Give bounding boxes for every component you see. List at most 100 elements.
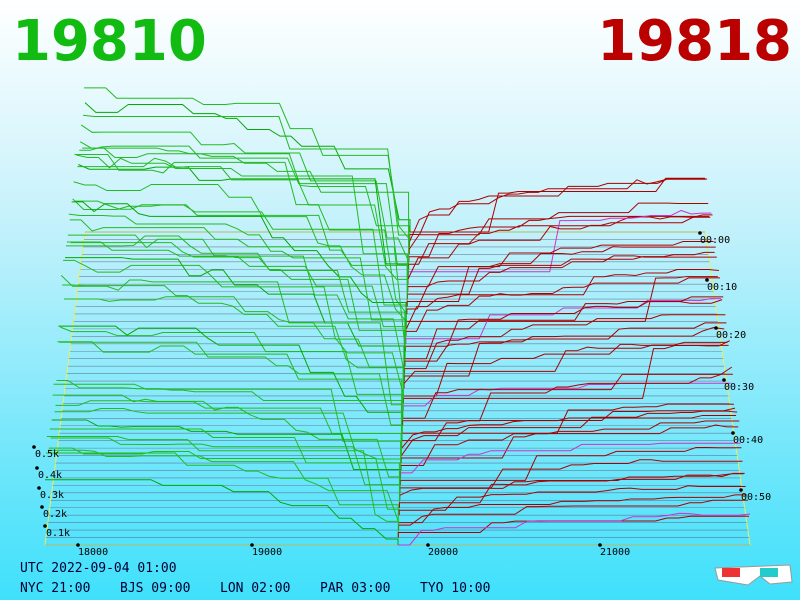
depth-lines <box>45 87 751 546</box>
bid-depth <box>64 296 405 397</box>
bid-depth <box>66 241 406 374</box>
price-label: 20000 <box>428 547 458 558</box>
bid-depth <box>80 124 410 263</box>
bid-depth <box>60 274 404 419</box>
ask-depth <box>402 373 733 426</box>
ask-depth <box>400 442 741 478</box>
ask-depth <box>404 314 726 374</box>
price-tick <box>76 543 80 547</box>
time-tick <box>698 231 702 235</box>
time-label: 00:40 <box>733 435 763 446</box>
time-label: 00:30 <box>724 382 754 393</box>
time-label: 00:10 <box>707 282 737 293</box>
bid-depth <box>82 147 410 255</box>
time-tick <box>731 431 735 435</box>
bid-depth <box>78 164 409 285</box>
depth-label: 0.2k <box>43 509 67 520</box>
price-tick <box>426 543 430 547</box>
ask-depth <box>399 447 742 486</box>
time-tick <box>722 378 726 382</box>
glasses-icon <box>714 564 793 586</box>
bid-depth <box>83 114 410 247</box>
ask-depth <box>400 424 739 464</box>
bid-depth <box>65 235 405 382</box>
city-time: NYC 21:00 <box>20 581 90 596</box>
depth-label: 0.3k <box>40 490 64 501</box>
bid-depth <box>76 154 408 300</box>
city-time: LON 02:00 <box>220 581 290 596</box>
bid-depth <box>57 341 403 449</box>
time-label: 00:20 <box>716 330 746 341</box>
price-tick <box>598 543 602 547</box>
city-time: TYO 10:00 <box>420 581 490 596</box>
ask-depth <box>409 178 707 240</box>
ask-depth <box>404 327 725 367</box>
bid-depth <box>58 325 403 441</box>
axis-labels: 18000 19000 20000 21000 00:00 00:10 00:20 00:30… <box>32 231 771 558</box>
price-tick <box>250 543 254 547</box>
ask-depth <box>401 410 738 456</box>
depth-tick <box>35 466 39 470</box>
bid-depth <box>51 419 401 493</box>
ask-depth <box>405 269 719 330</box>
time-tick <box>705 278 709 282</box>
bid-depth <box>84 87 411 240</box>
depth-tick <box>43 524 47 528</box>
bid-depth <box>46 436 400 531</box>
utc-time: UTC 2022-09-04 01:00 <box>20 561 177 576</box>
time-tick <box>739 488 743 492</box>
bid-depth <box>62 284 404 411</box>
ask-depth <box>405 296 724 360</box>
ask-depth <box>398 485 746 516</box>
ask-depth <box>402 366 733 419</box>
bid-depth <box>63 259 404 404</box>
ask-price: 19818 <box>597 9 792 74</box>
ask-depth <box>403 322 727 382</box>
ask-depth <box>408 178 708 247</box>
depth-tick <box>32 445 36 449</box>
bid-depth <box>69 219 406 352</box>
bid-depth <box>59 341 403 434</box>
depth-label: 0.5k <box>35 449 59 460</box>
depth-tick <box>37 486 41 490</box>
price-label: 21000 <box>600 547 630 558</box>
bid-price: 19810 <box>12 9 207 74</box>
ask-depth <box>405 277 720 337</box>
ask-depth <box>407 241 714 292</box>
bid-depth <box>52 394 401 486</box>
price-label: 18000 <box>78 547 108 558</box>
depth-tick <box>40 505 44 509</box>
ask-depth <box>402 403 734 434</box>
bid-depth <box>68 213 406 359</box>
bid-depth <box>70 242 407 344</box>
bid-depth <box>56 379 402 456</box>
bid-depth <box>55 400 402 464</box>
price-label: 19000 <box>252 547 282 558</box>
bid-depth <box>74 153 408 315</box>
time-tick <box>714 326 718 330</box>
ask-depth <box>402 407 736 442</box>
bid-depth <box>54 407 402 471</box>
depth-label: 0.4k <box>38 470 62 481</box>
bid-depth <box>49 428 400 508</box>
ask-depth <box>408 216 711 270</box>
bid-depth <box>65 257 405 389</box>
ask-depth <box>398 494 747 524</box>
ask-depth <box>406 276 718 322</box>
bid-depth <box>73 181 407 322</box>
ask-depth <box>408 202 709 255</box>
bid-depth <box>50 437 401 501</box>
bid-depth <box>79 145 409 277</box>
bid-depth <box>84 102 411 232</box>
ask-depth <box>408 215 710 262</box>
ask-depth <box>398 512 751 546</box>
bid-depth <box>60 326 404 426</box>
ask-depth <box>401 414 737 449</box>
ask-depth <box>410 177 705 233</box>
bid-depth <box>48 447 400 516</box>
city-time: BJS 09:00 <box>120 581 190 596</box>
ask-depth <box>406 251 715 300</box>
ask-depth <box>407 214 713 285</box>
ask-depth <box>406 246 716 307</box>
